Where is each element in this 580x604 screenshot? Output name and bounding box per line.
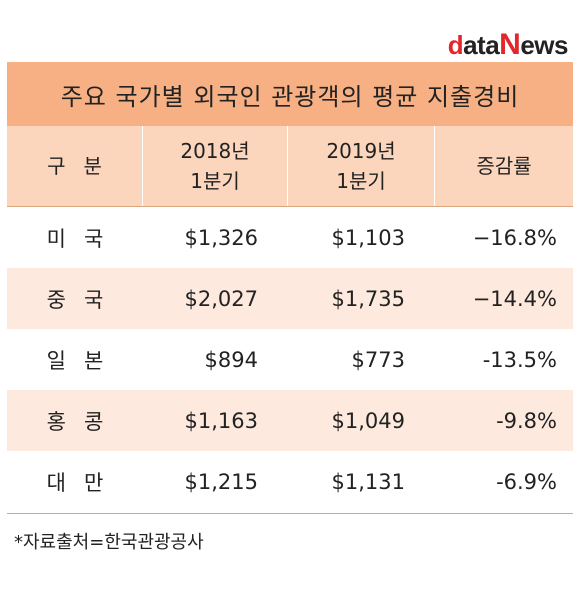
row-2019: $1,131 — [331, 469, 405, 494]
header-country: 구분 — [7, 126, 143, 206]
logo-n: N — [499, 28, 521, 61]
table-title: 주요 국가별 외국인 관광객의 평균 지출경비 — [7, 62, 573, 126]
row-change: -6.9% — [496, 469, 557, 494]
table-row: 대만 $1,215 $1,131 -6.9% — [7, 451, 573, 512]
row-change: -9.8% — [496, 408, 557, 433]
table-row: 미국 $1,326 $1,103 −16.8% — [7, 207, 573, 268]
table-row: 홍콩 $1,163 $1,049 -9.8% — [7, 390, 573, 451]
source-note: *자료출처=한국관광공사 — [14, 532, 204, 553]
row-country: 홍콩 — [46, 409, 122, 434]
row-2018: $894 — [204, 347, 258, 372]
header-change: 증감률 — [476, 154, 532, 178]
row-2018: $2,027 — [184, 286, 258, 311]
row-2019: $1,049 — [331, 408, 405, 433]
logo-ata: ata — [463, 30, 500, 60]
row-2019: $773 — [351, 347, 405, 372]
header-2019-year: 2019년 — [326, 139, 396, 163]
table-row: 중국 $2,027 $1,735 −14.4% — [7, 268, 573, 329]
table-bottom-border — [7, 513, 573, 514]
header-2019-quarter: 1분기 — [336, 169, 386, 193]
table-header: 구분 2018년 1분기 2019년 1분기 증감률 — [7, 126, 573, 207]
row-change: -13.5% — [482, 347, 557, 372]
table-body: 미국 $1,326 $1,103 −16.8% 중국 $2,027 $1,735… — [7, 207, 573, 512]
row-2019: $1,103 — [331, 225, 405, 250]
row-change: −16.8% — [472, 225, 557, 250]
row-country: 중국 — [46, 287, 122, 312]
row-2018: $1,326 — [184, 225, 258, 250]
header-2018-year: 2018년 — [180, 139, 250, 163]
logo-d: d — [447, 30, 464, 60]
row-2019: $1,735 — [331, 286, 405, 311]
logo-ews: ews — [520, 30, 568, 60]
header-2018: 2018년 1분기 — [143, 126, 288, 206]
row-country: 미국 — [46, 226, 122, 251]
row-country: 일본 — [46, 348, 122, 373]
row-2018: $1,215 — [184, 469, 258, 494]
datanews-logo: dataNews — [447, 28, 569, 61]
row-country: 대만 — [46, 470, 122, 495]
header-2019: 2019년 1분기 — [288, 126, 435, 206]
row-change: −14.4% — [472, 286, 557, 311]
row-2018: $1,163 — [184, 408, 258, 433]
header-2018-quarter: 1분기 — [190, 169, 240, 193]
table-row: 일본 $894 $773 -13.5% — [7, 329, 573, 390]
